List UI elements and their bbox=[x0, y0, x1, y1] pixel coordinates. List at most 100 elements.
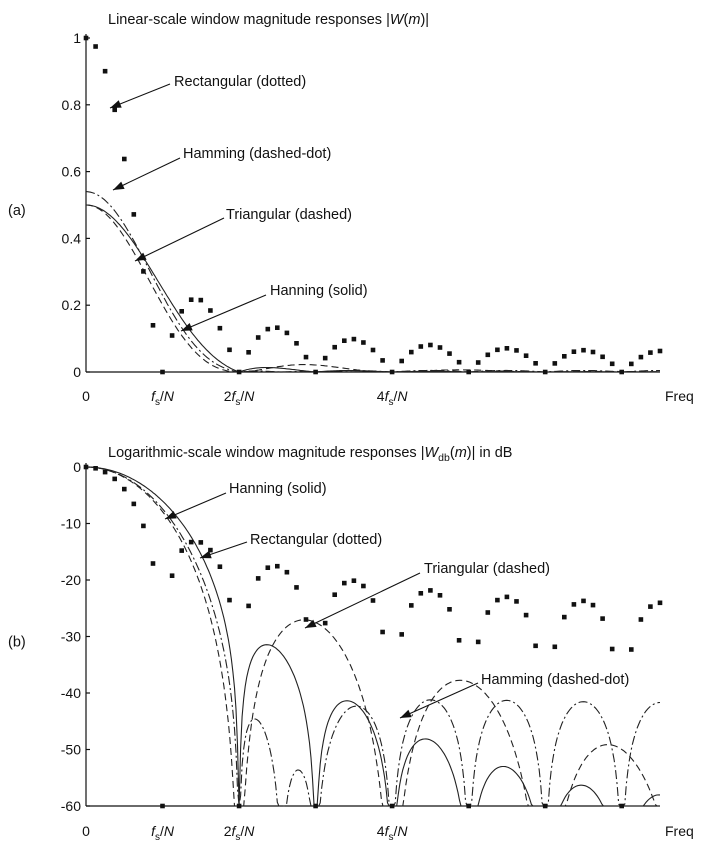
x-tick-label: 2fs/N bbox=[224, 388, 256, 408]
data-point bbox=[351, 336, 357, 342]
arrow-head bbox=[305, 619, 317, 628]
annotation-arrow bbox=[399, 682, 479, 719]
data-point bbox=[389, 803, 395, 809]
y-tick-label: -40 bbox=[61, 685, 81, 701]
data-point bbox=[236, 803, 242, 809]
data-point bbox=[112, 476, 117, 482]
data-point bbox=[380, 629, 385, 635]
series-label: Triangular (dashed) bbox=[424, 561, 550, 577]
data-point bbox=[562, 354, 567, 359]
data-point bbox=[265, 326, 271, 332]
data-point bbox=[342, 580, 347, 586]
data-point bbox=[208, 547, 213, 553]
data-point bbox=[581, 347, 586, 353]
data-point bbox=[179, 548, 184, 553]
data-point bbox=[504, 594, 510, 600]
data-point bbox=[370, 347, 376, 353]
data-point bbox=[208, 308, 213, 313]
data-point bbox=[495, 597, 500, 603]
data-point bbox=[619, 369, 624, 375]
data-point bbox=[160, 803, 165, 809]
data-point bbox=[227, 347, 232, 353]
data-point bbox=[361, 583, 366, 589]
x-tick-label: 0 bbox=[82, 823, 90, 839]
annotation-arrow bbox=[304, 572, 421, 629]
data-point bbox=[93, 44, 98, 49]
data-point bbox=[456, 638, 462, 643]
annotation-arrow bbox=[112, 157, 181, 191]
data-point bbox=[648, 350, 653, 355]
data-point bbox=[131, 212, 137, 217]
y-tick-label: 0 bbox=[73, 459, 81, 475]
data-point bbox=[456, 359, 462, 365]
series-label: Hamming (dashed-dot) bbox=[183, 146, 331, 162]
annotation-arrow bbox=[134, 217, 225, 262]
data-point bbox=[198, 540, 204, 545]
chart-title: Linear-scale window magnitude responses … bbox=[108, 12, 429, 28]
arrow-head bbox=[400, 709, 412, 718]
data-point bbox=[657, 600, 663, 606]
series-markers bbox=[83, 464, 663, 809]
x-axis-label: Freq bbox=[665, 823, 694, 839]
data-point bbox=[83, 464, 89, 470]
data-point bbox=[217, 564, 223, 569]
y-tick-label: -60 bbox=[61, 798, 81, 814]
x-tick-label: fs/N bbox=[151, 823, 175, 843]
data-point bbox=[600, 616, 605, 621]
arrow-head bbox=[181, 323, 193, 331]
data-point bbox=[571, 602, 577, 607]
data-point bbox=[332, 592, 337, 597]
data-point bbox=[150, 323, 156, 328]
arrow-head bbox=[165, 511, 177, 519]
data-point bbox=[198, 297, 204, 303]
data-point bbox=[514, 599, 519, 604]
chart-title: Logarithmic-scale window magnitude respo… bbox=[108, 445, 512, 464]
data-point bbox=[409, 603, 414, 608]
y-tick-label: -10 bbox=[61, 516, 81, 532]
data-point bbox=[303, 617, 309, 622]
data-point bbox=[313, 803, 318, 809]
data-point bbox=[102, 469, 108, 475]
data-point bbox=[418, 344, 424, 349]
data-point bbox=[370, 598, 376, 603]
series-line bbox=[86, 466, 660, 807]
series-line bbox=[85, 204, 660, 373]
y-tick-label: 0.6 bbox=[62, 164, 82, 180]
data-point bbox=[160, 369, 165, 375]
panel-label: (b) bbox=[8, 635, 26, 651]
data-point bbox=[313, 369, 318, 375]
y-tick-label: 0.8 bbox=[62, 97, 82, 113]
panel-b: Logarithmic-scale window magnitude respo… bbox=[8, 445, 694, 843]
data-point bbox=[495, 347, 500, 353]
data-point bbox=[466, 369, 471, 375]
data-point bbox=[485, 352, 491, 358]
data-point bbox=[284, 569, 290, 575]
y-tick-label: 0.2 bbox=[62, 297, 82, 313]
panel-a: Linear-scale window magnitude responses … bbox=[8, 12, 694, 408]
data-point bbox=[102, 68, 108, 74]
data-point bbox=[552, 361, 558, 366]
data-point bbox=[217, 325, 223, 331]
data-point bbox=[93, 466, 98, 471]
data-point bbox=[619, 803, 624, 809]
data-point bbox=[169, 573, 175, 578]
data-point bbox=[437, 593, 443, 598]
data-point bbox=[389, 369, 395, 375]
data-point bbox=[380, 358, 385, 363]
arrow-head bbox=[135, 252, 147, 261]
data-point bbox=[399, 632, 404, 637]
data-point bbox=[428, 588, 433, 593]
y-tick-label: -20 bbox=[61, 572, 81, 588]
data-point bbox=[361, 340, 366, 345]
y-tick-label: 0 bbox=[73, 364, 81, 380]
series-line bbox=[85, 191, 660, 373]
series-label: Hanning (solid) bbox=[270, 283, 368, 299]
series-label: Rectangular (dotted) bbox=[250, 532, 382, 548]
data-point bbox=[475, 639, 481, 645]
annotation-arrow bbox=[164, 492, 227, 520]
data-point bbox=[609, 361, 615, 367]
data-point bbox=[409, 349, 414, 355]
data-point bbox=[112, 107, 117, 113]
data-point bbox=[255, 576, 261, 581]
